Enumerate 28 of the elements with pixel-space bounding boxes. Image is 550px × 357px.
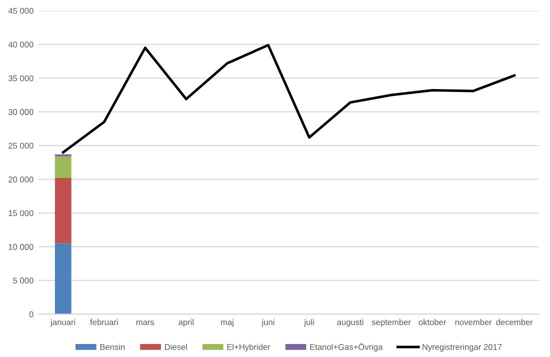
legend-label: Nyregistreringar 2017: [422, 344, 502, 352]
x-tick-label: augusti: [337, 319, 364, 327]
x-tick-label: oktober: [418, 319, 446, 326]
x-tick-label: september: [372, 319, 411, 327]
x-tick-label: februari: [90, 319, 118, 326]
y-tick-label: 45 000: [8, 8, 34, 14]
y-tick-label: 25 000: [8, 142, 34, 149]
x-tick-label: december: [496, 319, 533, 326]
line-series: [62, 44, 516, 154]
y-tick-label: 20 000: [8, 176, 34, 182]
x-tick-label: november: [455, 319, 492, 326]
legend-label: Etanol+Gas+Övriga: [310, 342, 383, 352]
legend-label: El+Hybrider: [227, 344, 270, 352]
y-tick-label: 40 000: [8, 42, 34, 48]
y-tick-label: 5 000: [13, 278, 34, 284]
x-tick-label: maj: [221, 319, 234, 327]
y-tick-label: 15 000: [8, 210, 34, 216]
x-tick-label: januari: [50, 319, 76, 327]
y-tick-label: 10 000: [8, 244, 34, 250]
y-tick-label: 0: [29, 311, 34, 318]
x-tick-label: juni: [262, 319, 274, 327]
y-tick-label: 30 000: [8, 109, 34, 115]
x-tick-label: mars: [136, 320, 154, 326]
x-tick-label: april: [178, 319, 194, 327]
legend-label: Diesel: [164, 344, 187, 350]
x-tick-label: juli: [304, 319, 314, 327]
y-tick-label: 35 000: [8, 75, 34, 82]
legend-label: Bensin: [100, 344, 125, 350]
